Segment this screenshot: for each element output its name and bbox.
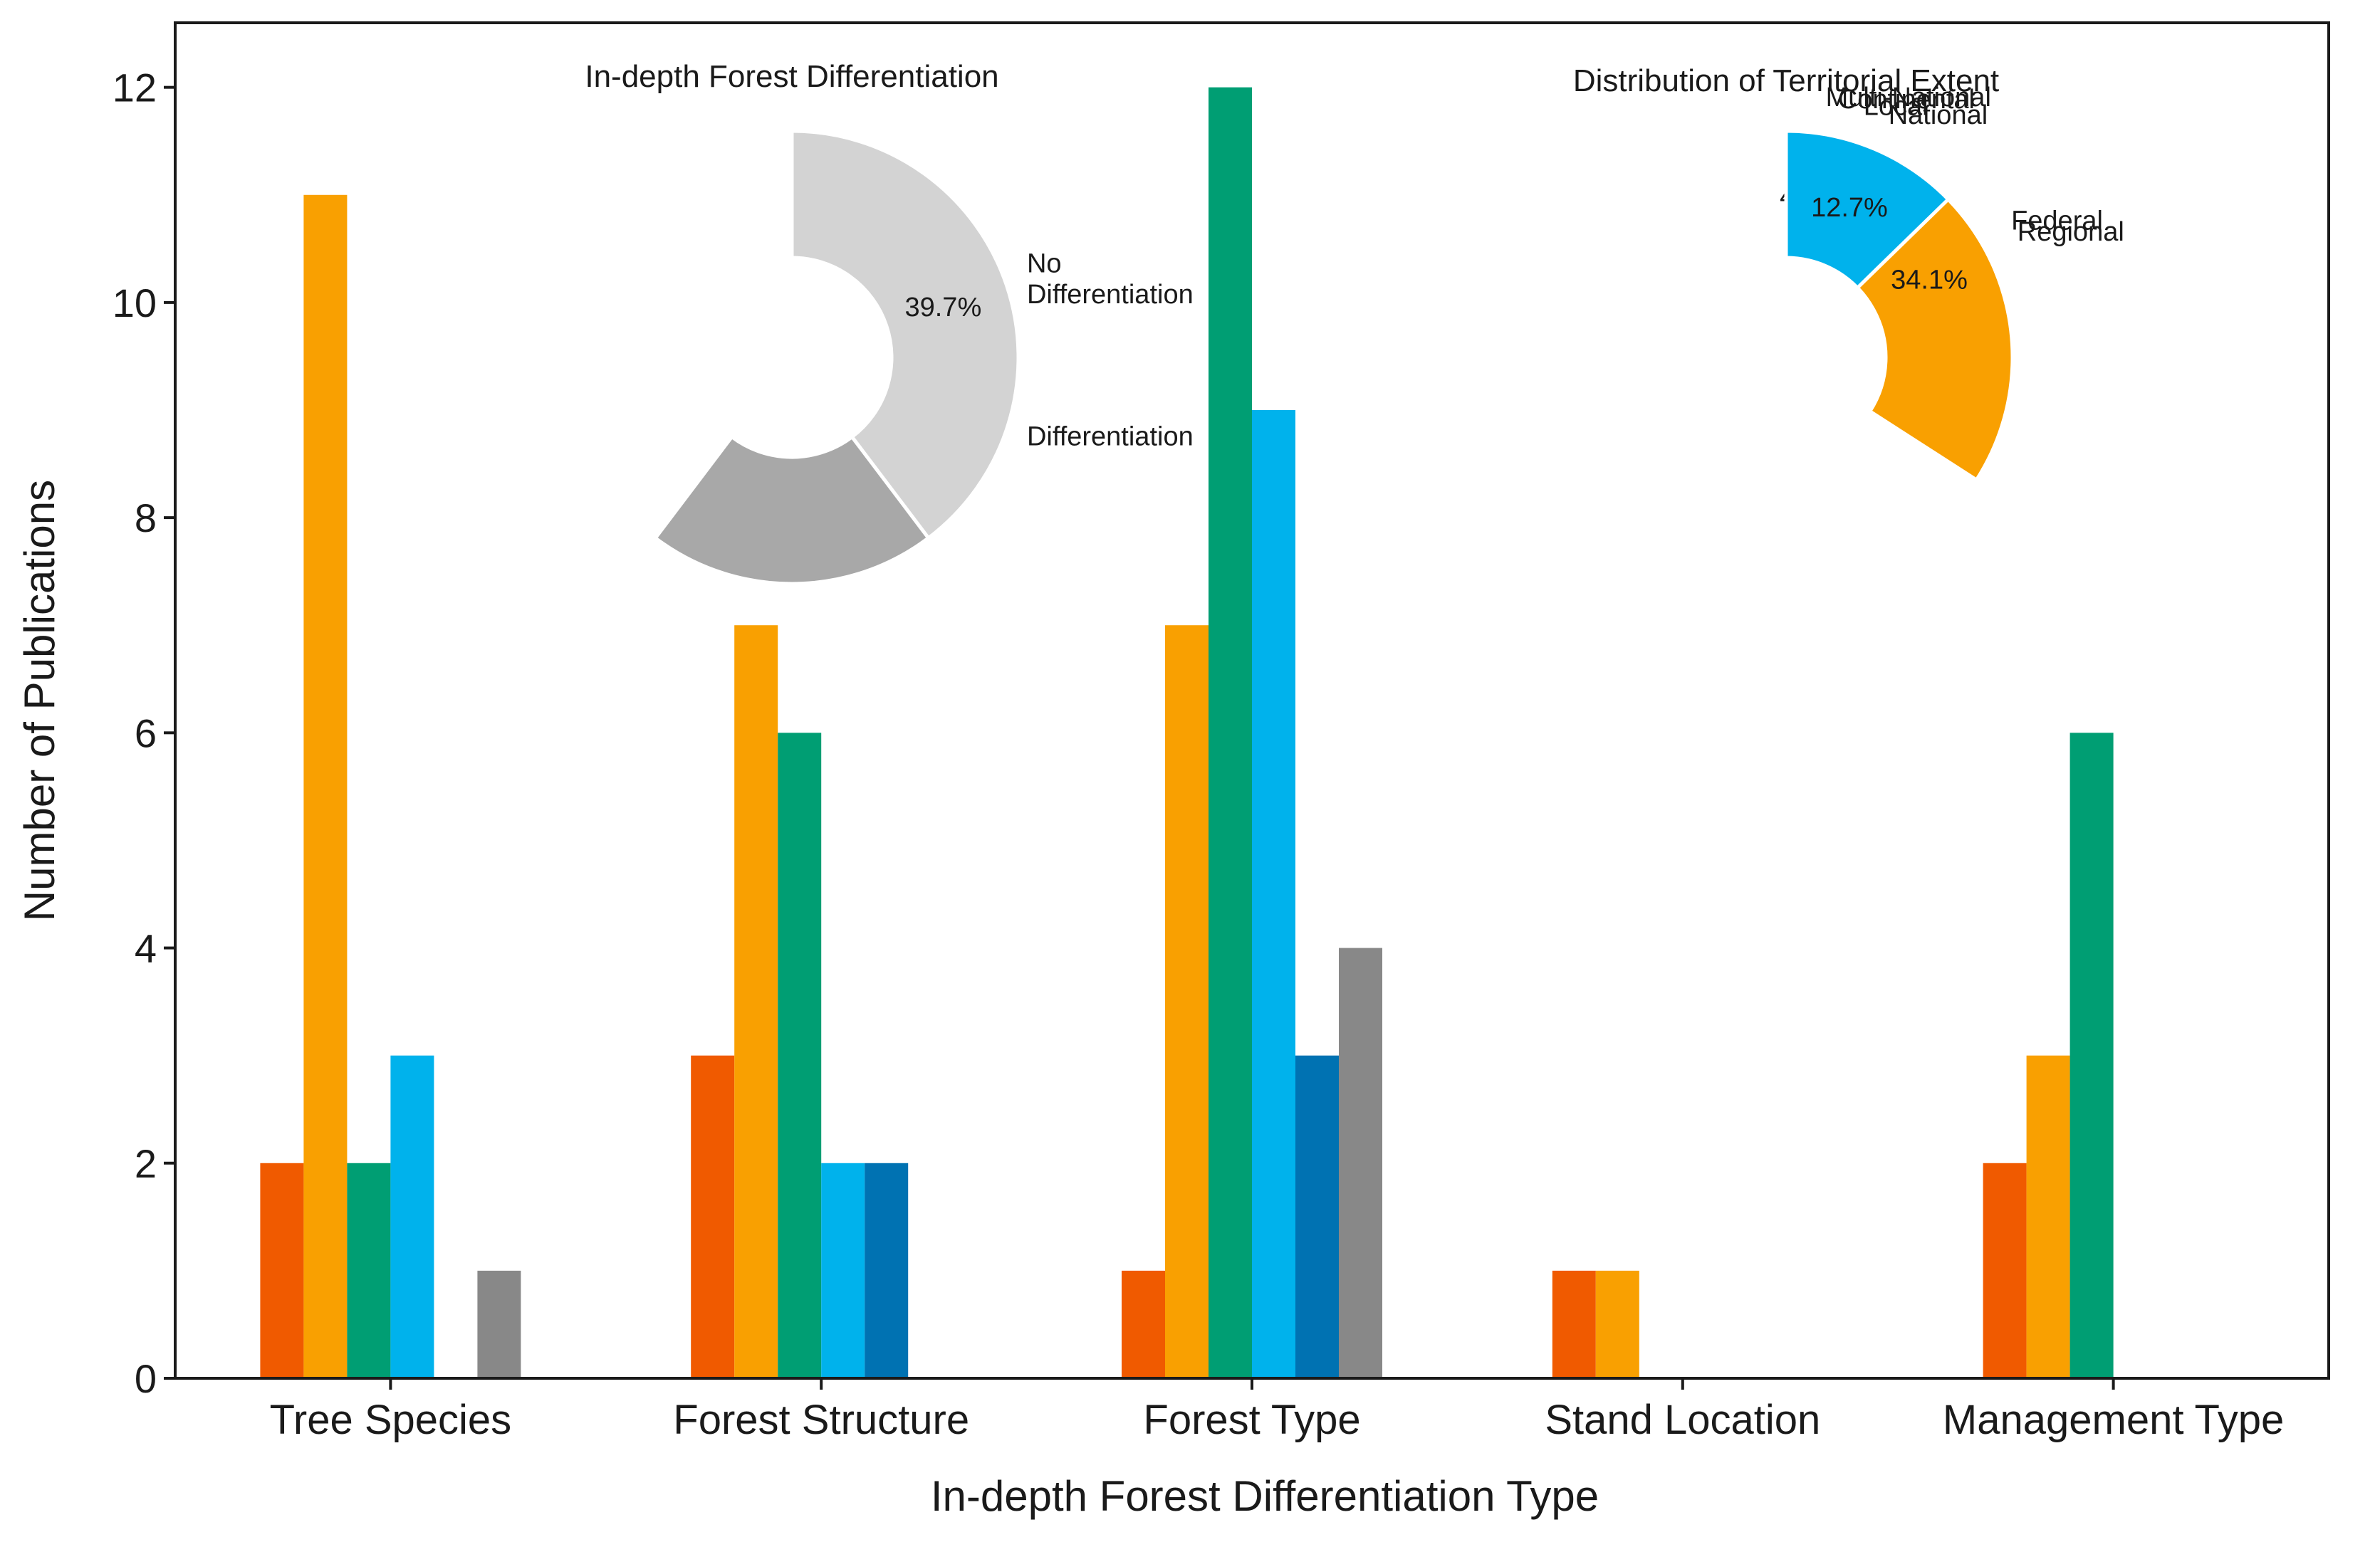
slice-label-no-differentiation: No bbox=[1027, 248, 1062, 278]
y-tick-label: 0 bbox=[135, 1356, 157, 1401]
bar-management-type-local bbox=[1983, 1163, 2027, 1378]
bar-tree-species-continental bbox=[477, 1270, 521, 1378]
bar-management-type-regional bbox=[2026, 1055, 2070, 1378]
y-tick-label: 8 bbox=[135, 495, 157, 540]
pie-differentiation-title: In-depth Forest Differentiation bbox=[585, 59, 998, 94]
x-tick-label: Tree Species bbox=[270, 1397, 512, 1443]
y-tick-label: 2 bbox=[135, 1141, 157, 1186]
bar-forest-type-continental bbox=[1339, 948, 1382, 1378]
bar-forest-type-local bbox=[1122, 1270, 1165, 1378]
bar-forest-type-multi-national bbox=[1295, 1055, 1339, 1378]
bar-forest-structure-regional bbox=[734, 625, 778, 1379]
bar-forest-structure-national bbox=[821, 1163, 865, 1378]
bar-management-type-federal bbox=[2070, 733, 2114, 1378]
slice-no-differentiation bbox=[790, 129, 1021, 540]
slice-percent-national: 12.7% bbox=[1811, 193, 1888, 223]
bar-stand-location-local bbox=[1552, 1270, 1596, 1378]
y-tick-label: 6 bbox=[135, 710, 157, 755]
y-tick-label: 12 bbox=[113, 65, 157, 110]
x-tick-label: Stand Location bbox=[1545, 1397, 1820, 1443]
bar-forest-type-national bbox=[1252, 410, 1295, 1378]
bar-stand-location-regional bbox=[1595, 1270, 1639, 1378]
slice-label-differentiation: Differentiation bbox=[1027, 422, 1194, 452]
slice-percent-no-differentiation: 39.7% bbox=[904, 293, 981, 322]
slice-label-national: National bbox=[1889, 100, 1988, 130]
x-axis-label: In-depth Forest Differentiation Type bbox=[931, 1472, 1599, 1520]
pie-territorial-title: Distribution of Territorial Extent bbox=[1573, 63, 1999, 98]
pie-differentiation: In-depth Forest Differentiation 60.3%Dif… bbox=[585, 59, 1194, 586]
bar-forest-structure-federal bbox=[778, 733, 822, 1378]
slice-label-local: Local bbox=[1864, 91, 1928, 121]
slice-label-regional: Regional bbox=[2018, 217, 2124, 247]
slice-label-federal: Federal bbox=[2011, 206, 2103, 236]
y-axis: 0 2 4 6 8 10 12 bbox=[113, 65, 175, 1401]
bar-forest-structure-local bbox=[691, 1055, 735, 1378]
bar-tree-species-regional bbox=[303, 194, 348, 1378]
x-tick-label: Forest Type bbox=[1143, 1397, 1360, 1443]
bar-tree-species-national bbox=[390, 1055, 434, 1378]
x-axis: Tree Species Forest Structure Forest Type S… bbox=[270, 1378, 2284, 1443]
slice-national bbox=[1784, 129, 1951, 290]
slice-label-multi-national: Multi-National bbox=[1826, 83, 1991, 112]
bar-chart bbox=[260, 87, 2114, 1379]
bar-forest-type-regional bbox=[1165, 625, 1209, 1379]
bar-tree-species-federal bbox=[347, 1163, 391, 1378]
slice-label-continental: Continental bbox=[1838, 85, 1975, 115]
bar-forest-structure-multi-national bbox=[865, 1163, 909, 1378]
y-axis-label: Number of Publications bbox=[16, 480, 63, 921]
bar-tree-species-local bbox=[260, 1163, 304, 1378]
y-tick-label: 4 bbox=[135, 926, 157, 971]
x-tick-label: Management Type bbox=[1943, 1397, 2284, 1443]
bar-forest-type-federal bbox=[1209, 87, 1252, 1379]
pie-territorial-extent: Distribution of Territorial Extent 32.6%… bbox=[1573, 63, 2124, 482]
x-tick-label: Forest Structure bbox=[673, 1397, 969, 1443]
slice-label-no-differentiation: Differentiation bbox=[1027, 280, 1194, 310]
slice-percent-regional: 34.1% bbox=[1891, 265, 1968, 295]
y-tick-label: 10 bbox=[113, 280, 157, 325]
